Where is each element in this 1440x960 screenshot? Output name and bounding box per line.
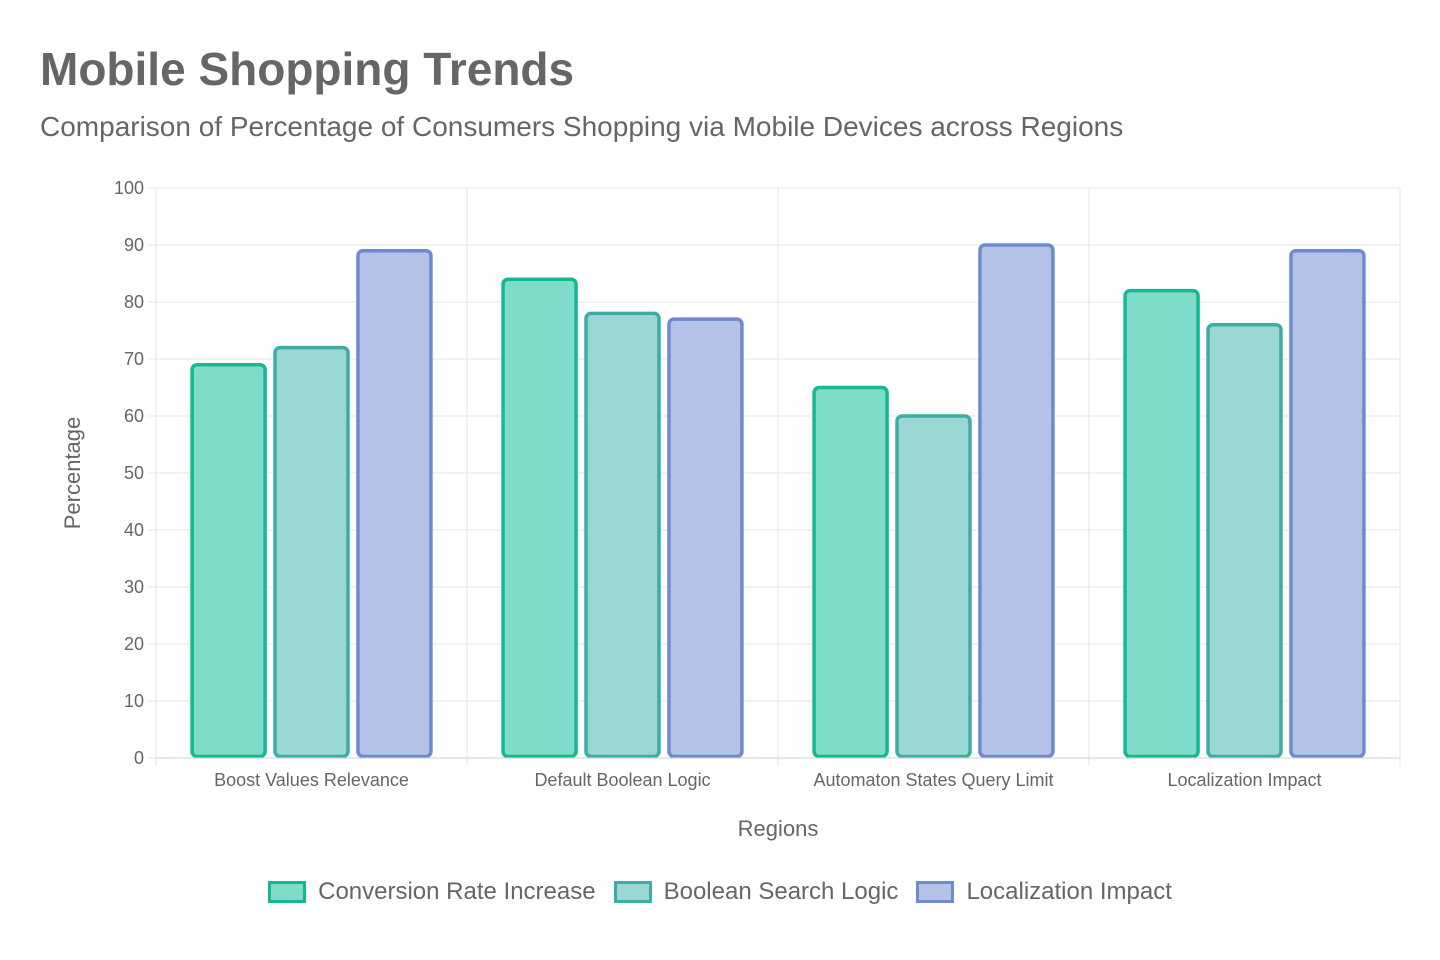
- x-tick-label: Boost Values Relevance: [214, 770, 409, 790]
- bar[interactable]: [978, 243, 1055, 759]
- legend-swatch-icon: [268, 881, 307, 903]
- bar[interactable]: [356, 248, 433, 759]
- y-tick-label: 100: [114, 178, 144, 198]
- y-tick-label: 30: [124, 577, 144, 597]
- legend-label: Boolean Search Logic: [663, 878, 899, 905]
- y-tick-label: 40: [124, 520, 144, 540]
- y-tick-label: 60: [124, 406, 144, 426]
- legend-swatch-icon: [916, 881, 955, 903]
- x-tick-label: Default Boolean Logic: [534, 770, 710, 790]
- bar[interactable]: [1123, 288, 1200, 759]
- bar[interactable]: [584, 311, 661, 759]
- bar[interactable]: [895, 414, 972, 759]
- y-axis-title: Percentage: [60, 417, 85, 530]
- legend-item-conversion-rate-increase[interactable]: Conversion Rate Increase: [268, 878, 596, 906]
- legend-label: Conversion Rate Increase: [318, 878, 596, 905]
- x-axis-title: Regions: [738, 816, 819, 841]
- bar[interactable]: [501, 277, 578, 759]
- bars: [190, 243, 1366, 759]
- legend-item-boolean-search-logic[interactable]: Boolean Search Logic: [613, 878, 899, 906]
- bar[interactable]: [190, 362, 267, 759]
- y-tick-label: 50: [124, 463, 144, 483]
- bar[interactable]: [667, 317, 744, 759]
- x-tick-label: Localization Impact: [1167, 770, 1321, 790]
- bar[interactable]: [1206, 323, 1283, 759]
- legend: Conversion Rate Increase Boolean Search …: [0, 878, 1440, 906]
- legend-item-localization-impact[interactable]: Localization Impact: [916, 878, 1172, 906]
- y-tick-label: 10: [124, 691, 144, 711]
- y-tick-label: 70: [124, 349, 144, 369]
- bar[interactable]: [273, 345, 350, 759]
- legend-swatch-icon: [613, 881, 652, 903]
- chart-title: Mobile Shopping Trends: [40, 43, 575, 95]
- chart-subtitle: Comparison of Percentage of Consumers Sh…: [40, 111, 1124, 142]
- axes: 0 10 20 30 40 50 60 70 80 90 100 Boost Values Relev…: [114, 178, 1400, 790]
- y-tick-label: 20: [124, 634, 144, 654]
- x-tick-label: Automaton States Query Limit: [813, 770, 1053, 790]
- bar[interactable]: [1289, 248, 1366, 759]
- y-tick-label: 90: [124, 235, 144, 255]
- legend-label: Localization Impact: [966, 878, 1172, 905]
- bar[interactable]: [812, 385, 889, 759]
- y-tick-label: 80: [124, 292, 144, 312]
- y-tick-label: 0: [134, 748, 144, 768]
